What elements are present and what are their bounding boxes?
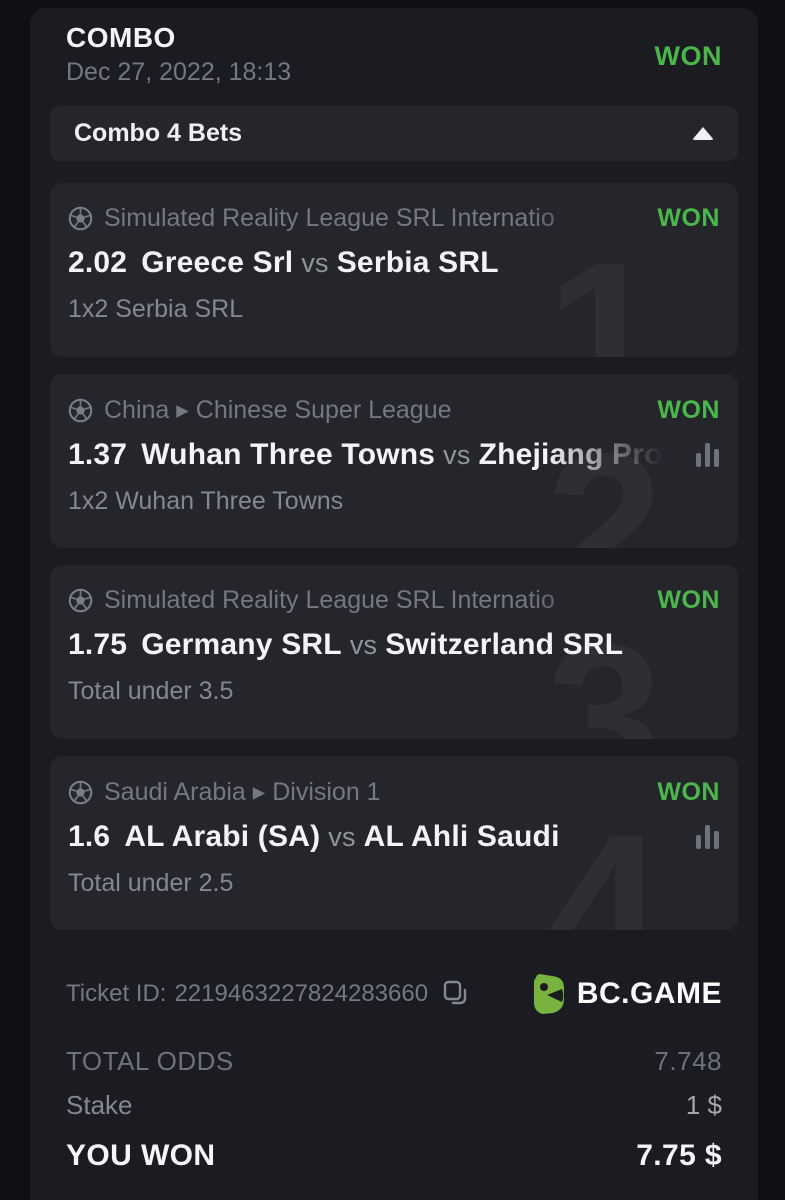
ticket-type-title: COMBO [66,22,176,53]
vs-label: vs [328,822,356,852]
ticket-status-badge: WON [654,41,722,71]
you-won-value: 7.75 $ [636,1139,722,1172]
bet-league: Saudi Arabia ▸ Division 1 [104,778,381,806]
total-odds-label: TOTAL ODDS [66,1046,234,1076]
bet-pick: Total under 3.5 [68,677,234,705]
bet-match: 1.37 Wuhan Three Towns vs Zhejiang Prof [68,438,682,472]
copy-icon[interactable] [442,979,470,1009]
stake-value: 1 $ [685,1090,722,1120]
you-won-label: YOU WON [66,1139,216,1172]
bet-odds: 1.75 [68,628,128,661]
bet-league-row: Simulated Reality League SRL Internatio … [68,586,720,615]
bet-league: China ▸ Chinese Super League [104,396,452,424]
ticket-id-text: Ticket ID: 2219463227824283660 [66,980,428,1008]
bet-card-4[interactable]: 4 Saudi Arabia ▸ Division 1 WON 1.6AL Ar… [50,756,738,930]
ticket-header: COMBO Dec 27, 2022, 18:13 WON [50,8,738,88]
away-team: Switzerland SRL [385,628,624,661]
bet-card-3[interactable]: 3 Simulated Reality League SRL Internati… [50,565,738,739]
soccer-ball-icon [68,588,93,613]
away-team: AL Ahli Saudi [363,820,560,853]
bet-match-row: 1.6 AL Arabi (SA) vs AL Ahli Saudi [68,820,720,854]
bet-league-row: Simulated Reality League SRL Internatio … [68,204,720,233]
stake-row: Stake 1 $ [66,1090,722,1121]
total-odds-value: 7.748 [654,1046,722,1076]
ticket-panel: COMBO Dec 27, 2022, 18:13 WON Combo 4 Be… [30,8,758,1200]
home-team: Germany SRL [141,628,342,661]
bet-status-badge: WON [657,395,720,424]
vs-label: vs [301,248,329,278]
bcgame-logo-icon [533,974,564,1014]
ticket-id-group: Ticket ID: 2219463227824283660 [66,979,470,1009]
bet-match-row: 1.37 Wuhan Three Towns vs Zhejiang Prof [68,438,720,472]
you-won-row: YOU WON 7.75 $ [66,1139,722,1173]
away-team: Zhejiang Prof [478,438,673,471]
ticket-header-left: COMBO Dec 27, 2022, 18:13 [66,21,291,88]
bet-match-row: 1.75 Germany SRL vs Switzerland SRL [68,628,720,662]
bet-card-1[interactable]: 1 Simulated Reality League SRL Internati… [50,183,738,357]
ticket-summary: TOTAL ODDS 7.748 Stake 1 $ YOU WON 7.75 … [66,1046,722,1173]
bet-odds: 2.02 [68,246,128,279]
bet-match: 2.02 Greece Srl vs Serbia SRL [68,246,720,280]
vs-label: vs [443,440,471,470]
bet-status-badge: WON [657,777,720,806]
ticket-id-row: Ticket ID: 2219463227824283660 BC.GAME [66,972,722,1016]
bet-status-badge: WON [657,586,720,614]
match-stats-icon[interactable] [696,823,720,851]
away-team: Serbia SRL [336,246,499,279]
bet-list: 1 Simulated Reality League SRL Internati… [50,183,738,930]
vs-label: vs [349,630,378,660]
bet-status-badge: WON [657,204,720,232]
triangle-up-icon [692,127,714,140]
ticket-date: Dec 27, 2022, 18:13 [66,58,292,86]
combo-bets-toggle[interactable]: Combo 4 Bets [50,106,738,161]
home-team: Greece Srl [141,246,294,279]
total-odds-row: TOTAL ODDS 7.748 [66,1046,722,1077]
ticket-id-value: 2219463227824283660 [174,980,429,1007]
match-stats-icon[interactable] [696,441,720,469]
bet-league: Simulated Reality League SRL Internatio [104,586,555,614]
bet-card-2[interactable]: 2 China ▸ Chinese Super League WON 1.37W… [50,374,738,548]
bet-match: 1.75 Germany SRL vs Switzerland SRL [68,628,720,662]
combo-bets-label: Combo 4 Bets [74,119,243,147]
bet-league-row: China ▸ Chinese Super League WON [68,395,720,425]
bet-odds: 1.37 [68,438,128,471]
bet-match: 1.6 AL Arabi (SA) vs AL Ahli Saudi [68,820,682,854]
stake-label: Stake [66,1090,133,1120]
bet-pick: Total under 2.5 [68,869,234,897]
bet-odds: 1.6 [68,820,111,853]
bcgame-logo-text: BC.GAME [576,977,722,1010]
bet-pick: 1x2 Wuhan Three Towns [68,487,344,515]
bet-league-row: Saudi Arabia ▸ Division 1 WON [68,777,720,807]
ticket-id-label: Ticket ID: [66,980,167,1007]
bet-league: Simulated Reality League SRL Internatio [104,204,555,232]
home-team: AL Arabi (SA) [124,820,321,853]
soccer-ball-icon [68,206,93,231]
brand-logo: BC.GAME [527,972,722,1016]
soccer-ball-icon [68,398,93,422]
bet-pick: 1x2 Serbia SRL [68,295,244,323]
soccer-ball-icon [68,780,93,804]
home-team: Wuhan Three Towns [141,438,436,471]
bet-match-row: 2.02 Greece Srl vs Serbia SRL [68,246,720,280]
